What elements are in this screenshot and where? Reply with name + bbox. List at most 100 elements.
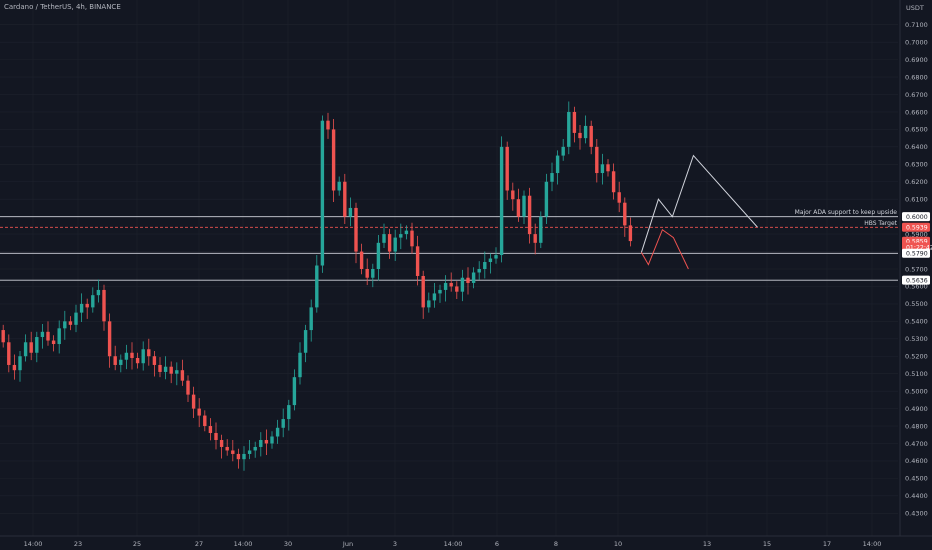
candle-body (141, 349, 145, 364)
candle-body (354, 207, 358, 252)
candle (124, 344, 129, 370)
y-tick-label: 0.5400 (905, 318, 928, 326)
candle (337, 176, 341, 196)
candle (421, 270, 425, 319)
y-tick-label: 0.4300 (905, 510, 928, 518)
x-tick-label: 13 (703, 540, 711, 548)
candle (494, 247, 498, 264)
candle-body (287, 405, 291, 420)
candles (1, 101, 633, 471)
candle (130, 342, 134, 370)
candle-body (275, 427, 280, 437)
candle-body (371, 269, 375, 278)
candle (343, 173, 347, 224)
candle-body (124, 352, 129, 360)
candle-body (231, 450, 235, 454)
y-tick-label: 0.7100 (905, 21, 928, 29)
candle (555, 150, 560, 185)
currency-label: USDT (906, 4, 924, 12)
candle-body (348, 207, 353, 217)
candle-body (29, 342, 33, 353)
time-axis[interactable]: 14:00 23 25 27 14:00 30 Jun 3 14:00 6 8 10 13 15 17 14:… (24, 540, 882, 548)
candle-body (533, 234, 537, 243)
candle (527, 187, 532, 244)
x-tick-label: 10 (614, 540, 622, 548)
candle (180, 359, 185, 386)
candle-body (96, 289, 101, 296)
candle-body (35, 337, 39, 353)
candle (68, 316, 73, 331)
candle (533, 223, 537, 255)
candle (443, 275, 448, 302)
candle-body (382, 234, 386, 243)
candle (628, 217, 633, 247)
candle-body (191, 394, 196, 409)
candle-body (23, 342, 28, 357)
candle-body (561, 146, 565, 156)
candle (410, 222, 414, 254)
price-tag-text: 0.6000 (906, 214, 928, 221)
candle (382, 223, 386, 249)
symbol-title: Cardano / TetherUS, 4h, BINANCE (4, 3, 121, 11)
x-tick-label: 3 (393, 540, 397, 548)
candle-body (432, 293, 437, 301)
price-tag-text: 01:22:42 (906, 245, 932, 252)
candle-body (410, 230, 414, 247)
candle (12, 354, 17, 380)
candle (611, 163, 616, 200)
candle-body (511, 190, 515, 200)
price-tag-bg (902, 212, 930, 222)
y-tick-label: 0.4700 (905, 440, 928, 448)
candle (298, 342, 302, 385)
candle (119, 354, 123, 373)
candle (606, 159, 610, 177)
candle-body (443, 282, 448, 290)
candle-body (57, 328, 61, 345)
candle-body (163, 366, 168, 372)
candle (404, 225, 409, 240)
candle (208, 418, 213, 441)
candle-body (208, 426, 213, 434)
candle (623, 197, 627, 237)
candle (354, 202, 358, 264)
candle-body (68, 321, 73, 325)
candle (23, 334, 28, 362)
candle (561, 139, 565, 161)
candle (225, 439, 229, 456)
candle-body (471, 272, 476, 283)
candle-body (611, 171, 616, 193)
candle (135, 352, 140, 369)
candle (326, 112, 330, 139)
candle-body (617, 192, 621, 203)
candle-body (387, 234, 392, 252)
level-label: HBS Target (864, 220, 897, 227)
y-tick-label: 0.6200 (905, 178, 928, 186)
candle (18, 351, 22, 382)
candle (29, 331, 33, 361)
candle-body (331, 129, 336, 191)
candle (589, 120, 593, 155)
price-tag: 0.5790 (902, 248, 930, 258)
candle (488, 253, 493, 274)
candle-body (63, 321, 67, 329)
candle (113, 345, 117, 371)
candle (477, 261, 481, 280)
white-projection (640, 154, 758, 253)
candle (544, 173, 549, 224)
candle (35, 331, 39, 363)
candle-body (516, 199, 521, 217)
candle (320, 115, 325, 273)
y-tick-label: 0.6800 (905, 73, 928, 81)
candle (483, 251, 487, 279)
candle-body (455, 286, 459, 292)
candle (197, 398, 201, 428)
candle (275, 419, 280, 444)
y-tick-label: 0.6400 (905, 143, 928, 151)
candle-body (264, 439, 269, 444)
y-tick-label: 0.4400 (905, 492, 928, 500)
candle-body (247, 450, 252, 454)
y-tick-label: 0.6700 (905, 91, 928, 99)
price-axis[interactable]: USDT 0.7100 0.7000 0.6900 0.6800 0.6700 0.660… (905, 4, 928, 518)
candle (281, 408, 285, 438)
